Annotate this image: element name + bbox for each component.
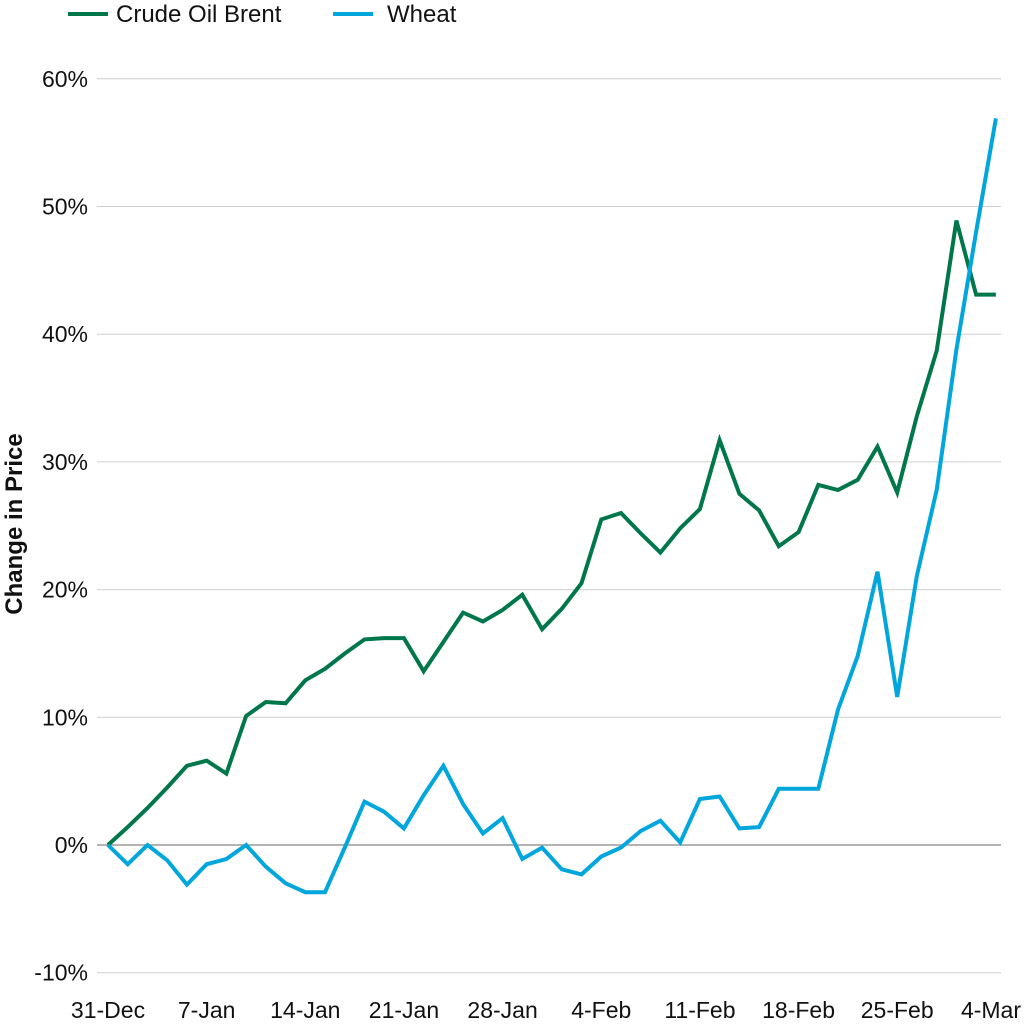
y-axis-title: Change in Price bbox=[1, 433, 28, 614]
x-tick-label: 18-Feb bbox=[762, 997, 835, 1023]
legend-label-wheat: Wheat bbox=[387, 1, 457, 28]
x-tick-label: 31-Dec bbox=[71, 997, 145, 1023]
x-tick-label: 14-Jan bbox=[270, 997, 340, 1023]
y-tick-label: 0% bbox=[55, 832, 88, 858]
series-lines bbox=[106, 118, 998, 895]
x-tick-label: 11-Feb bbox=[664, 997, 735, 1023]
x-tick-label: 4-Mar bbox=[961, 997, 1021, 1023]
x-tick-label: 21-Jan bbox=[369, 997, 439, 1023]
series-line-crude-oil-brent bbox=[106, 219, 996, 847]
x-axis-tick-labels: 31-Dec 7-Jan 14-Jan 21-Jan 28-Jan 4-Feb 11-Feb… bbox=[71, 997, 1021, 1023]
y-tick-label: 10% bbox=[42, 704, 88, 730]
series-line-wheat bbox=[106, 118, 998, 895]
y-tick-label: 40% bbox=[42, 321, 88, 347]
legend-item-crude-oil-brent: Crude Oil Brent bbox=[68, 1, 282, 28]
y-tick-label: 60% bbox=[42, 66, 88, 92]
legend-item-wheat: Wheat bbox=[333, 1, 457, 28]
x-tick-label: 4-Feb bbox=[571, 997, 631, 1023]
x-tick-label: 25-Feb bbox=[861, 997, 934, 1023]
y-tick-label: -10% bbox=[34, 960, 88, 986]
x-tick-label: 7-Jan bbox=[178, 997, 236, 1023]
y-tick-label: 50% bbox=[42, 194, 88, 220]
y-tick-label: 20% bbox=[42, 577, 88, 603]
legend: Crude Oil Brent Wheat bbox=[68, 1, 457, 28]
y-tick-label: 30% bbox=[42, 449, 88, 475]
gridlines bbox=[97, 78, 1001, 974]
y-axis-tick-labels: -10% 0% 10% 20% 30% 40% 50% 60% bbox=[34, 66, 88, 986]
x-tick-label: 28-Jan bbox=[467, 997, 537, 1023]
legend-label-crude-oil-brent: Crude Oil Brent bbox=[116, 1, 282, 28]
